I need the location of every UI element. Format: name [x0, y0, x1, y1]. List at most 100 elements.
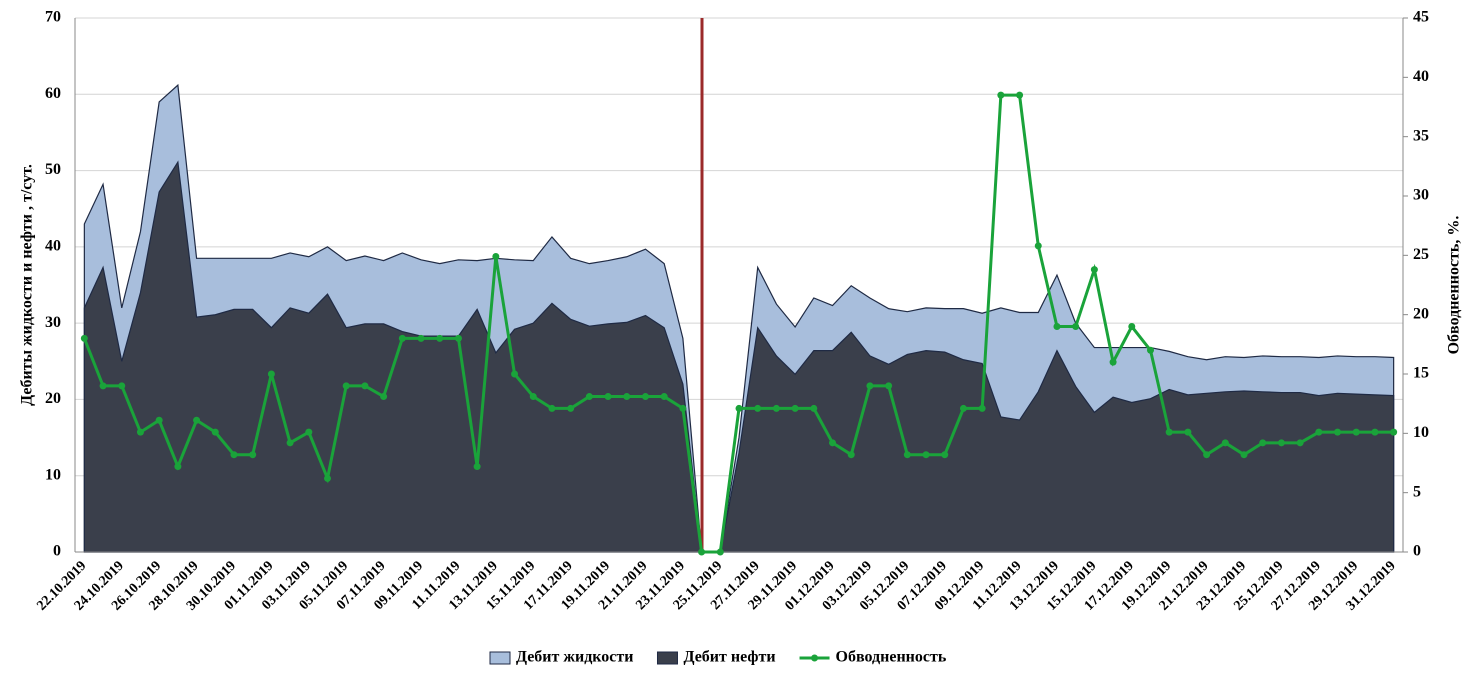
- line-marker: [286, 439, 294, 447]
- y2-tick-label: 20: [1413, 305, 1429, 322]
- line-marker: [585, 393, 593, 401]
- line-marker: [847, 451, 855, 459]
- line-marker: [417, 334, 425, 342]
- y2-tick-label: 35: [1413, 127, 1429, 144]
- line-marker: [959, 404, 967, 412]
- y2-tick-label: 5: [1413, 483, 1421, 500]
- y2-tick-label: 45: [1413, 9, 1429, 26]
- line-marker: [174, 463, 182, 471]
- line-marker: [604, 393, 612, 401]
- line-marker: [342, 382, 350, 390]
- line-marker: [1221, 439, 1229, 447]
- legend-label: Дебит нефти: [683, 649, 775, 666]
- y-axis-title: Дебиты жидкости и нефти , т/сут.: [19, 164, 36, 406]
- line-marker: [1240, 451, 1248, 459]
- line-marker: [305, 428, 313, 436]
- line-marker: [1034, 242, 1042, 250]
- line-marker: [1165, 428, 1173, 436]
- y-tick-label: 50: [45, 161, 61, 178]
- line-marker: [885, 382, 893, 390]
- line-marker: [772, 404, 780, 412]
- y2-tick-label: 40: [1413, 68, 1429, 85]
- line-marker: [660, 393, 668, 401]
- line-marker: [436, 334, 444, 342]
- legend-marker: [811, 654, 819, 662]
- y-tick-label: 30: [45, 314, 61, 331]
- line-marker: [155, 416, 163, 424]
- line-marker: [978, 404, 986, 412]
- area: [83, 160, 1395, 553]
- line-marker: [791, 404, 799, 412]
- line-marker: [230, 451, 238, 459]
- line-marker: [193, 416, 201, 424]
- y2-axis-title: Обводненность, %.: [1446, 216, 1463, 355]
- line-marker: [454, 334, 462, 342]
- line-marker: [829, 439, 837, 447]
- line-marker: [473, 463, 481, 471]
- line-marker: [1315, 428, 1323, 436]
- line-marker: [1146, 346, 1154, 354]
- line-marker: [211, 428, 219, 436]
- y-tick-label: 20: [45, 390, 61, 407]
- line-marker: [922, 451, 930, 459]
- line-marker: [903, 451, 911, 459]
- line-marker: [1072, 323, 1080, 331]
- line-marker: [80, 334, 88, 342]
- line-marker: [267, 370, 275, 378]
- line-marker: [1371, 428, 1379, 436]
- legend-swatch: [656, 651, 678, 665]
- line-marker: [1016, 91, 1024, 99]
- line-marker: [1259, 439, 1267, 447]
- line-marker: [1296, 439, 1304, 447]
- line-marker: [1334, 428, 1342, 436]
- y2-tick-label: 30: [1413, 187, 1429, 204]
- line-marker: [118, 382, 126, 390]
- line-marker: [529, 393, 537, 401]
- line-marker: [398, 334, 406, 342]
- line-marker: [1184, 428, 1192, 436]
- line-marker: [1277, 439, 1285, 447]
- line-marker: [698, 548, 706, 556]
- legend-swatch: [489, 651, 511, 665]
- y2-tick-label: 25: [1413, 246, 1429, 263]
- y-tick-label: 10: [45, 466, 61, 483]
- y-tick-label: 60: [45, 85, 61, 102]
- line-marker: [641, 393, 649, 401]
- line-marker: [1090, 266, 1098, 274]
- line-marker: [810, 404, 818, 412]
- line-marker: [623, 393, 631, 401]
- line-marker: [1128, 323, 1136, 331]
- y-tick-label: 40: [45, 238, 61, 255]
- y2-tick-label: 10: [1413, 424, 1429, 441]
- y-tick-label: 70: [45, 9, 61, 26]
- line-marker: [754, 404, 762, 412]
- legend-label: Обводненность: [836, 649, 947, 666]
- legend-label: Дебит жидкости: [516, 649, 633, 666]
- plot-area: [75, 17, 1403, 553]
- line-marker: [548, 404, 556, 412]
- line-marker: [866, 382, 874, 390]
- line-marker: [511, 370, 519, 378]
- line-marker: [1352, 428, 1360, 436]
- line-marker: [716, 548, 724, 556]
- line-marker: [324, 474, 332, 482]
- line-marker: [249, 451, 257, 459]
- line-marker: [361, 382, 369, 390]
- line-marker: [567, 404, 575, 412]
- line-marker: [1053, 323, 1061, 331]
- line-marker: [1109, 358, 1117, 366]
- line-marker: [1203, 451, 1211, 459]
- line-marker: [492, 253, 500, 261]
- y2-tick-label: 0: [1413, 543, 1421, 560]
- line-marker: [380, 393, 388, 401]
- line-marker: [99, 382, 107, 390]
- line-marker: [1390, 428, 1398, 436]
- line-marker: [136, 428, 144, 436]
- line-marker: [941, 451, 949, 459]
- line-marker: [997, 91, 1005, 99]
- y-tick-label: 0: [53, 543, 61, 560]
- line-marker: [679, 404, 687, 412]
- y2-tick-label: 15: [1413, 365, 1429, 382]
- line-marker: [735, 404, 743, 412]
